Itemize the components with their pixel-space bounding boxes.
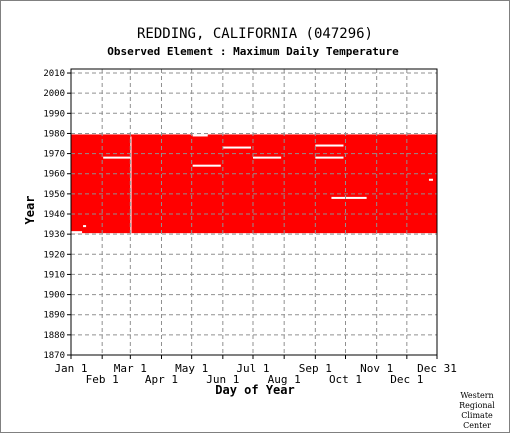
missing-gap <box>252 156 282 159</box>
y-tick-label: 1900 <box>43 291 65 301</box>
missing-gap <box>315 156 344 159</box>
missing-gap <box>428 178 433 181</box>
y-tick-label: 1880 <box>43 331 65 341</box>
x-axis-label: Day of Year <box>215 383 294 397</box>
y-tick-label: 1960 <box>43 170 65 180</box>
x-tick-label: Dec 31 <box>417 362 457 375</box>
y-tick-label: 1940 <box>43 210 65 220</box>
y-axis-label: Year <box>23 196 37 225</box>
x-tick-label: Nov 1 <box>360 362 393 375</box>
y-tick-label: 2010 <box>43 69 65 79</box>
credit-line: Western <box>460 391 493 400</box>
missing-gap <box>192 164 221 167</box>
y-tick-label: 1870 <box>43 351 65 361</box>
missing-gap <box>71 231 83 234</box>
x-tick-label: Mar 1 <box>114 362 147 375</box>
x-tick-label: Sep 1 <box>299 362 332 375</box>
x-tick-label: Oct 1 <box>329 373 362 386</box>
x-tick-label: Aug 1 <box>268 373 301 386</box>
credit-line: Regional <box>459 401 495 410</box>
credit-block: Western Regional Climate Center <box>459 391 495 430</box>
missing-gap <box>331 196 367 199</box>
chart-subtitle: Observed Element : Maximum Daily Tempera… <box>107 45 399 58</box>
credit-line: Climate <box>461 411 493 420</box>
missing-gap <box>103 156 131 159</box>
y-tick-label: 1930 <box>43 230 65 240</box>
plot-border <box>70 68 438 356</box>
y-tick-label: 1890 <box>43 311 65 321</box>
missing-gap <box>315 144 344 147</box>
y-tick-label: 1950 <box>43 190 65 200</box>
y-tick-label: 1970 <box>43 150 65 160</box>
missing-gap <box>83 225 87 228</box>
data-block <box>71 134 437 234</box>
x-tick-label: Feb 1 <box>86 373 119 386</box>
y-tick-label: 1910 <box>43 270 65 280</box>
y-tick-label: 2000 <box>43 89 65 99</box>
missing-gap <box>192 134 208 137</box>
x-tick-label: Jul 1 <box>236 362 269 375</box>
x-tick-label: May 1 <box>175 362 208 375</box>
y-tick-label: 1920 <box>43 250 65 260</box>
chart-title: REDDING, CALIFORNIA (047296) <box>137 26 373 42</box>
x-tick-label: Apr 1 <box>145 373 178 386</box>
missing-gap <box>222 146 251 149</box>
y-tick-label: 1990 <box>43 109 65 119</box>
data-layer <box>71 134 437 234</box>
grid-layer <box>71 69 437 355</box>
credit-line: Center <box>463 421 491 430</box>
y-tick-label: 1980 <box>43 129 65 139</box>
missing-gap <box>130 136 132 234</box>
x-tick-label: Dec 1 <box>390 373 423 386</box>
x-tick-label: Jan 1 <box>54 362 87 375</box>
x-tick-label: Jun 1 <box>206 373 239 386</box>
axis-layer: 1870 1880 1890 1900 1910 1920 1930 1940 1950 1960… <box>43 68 457 386</box>
